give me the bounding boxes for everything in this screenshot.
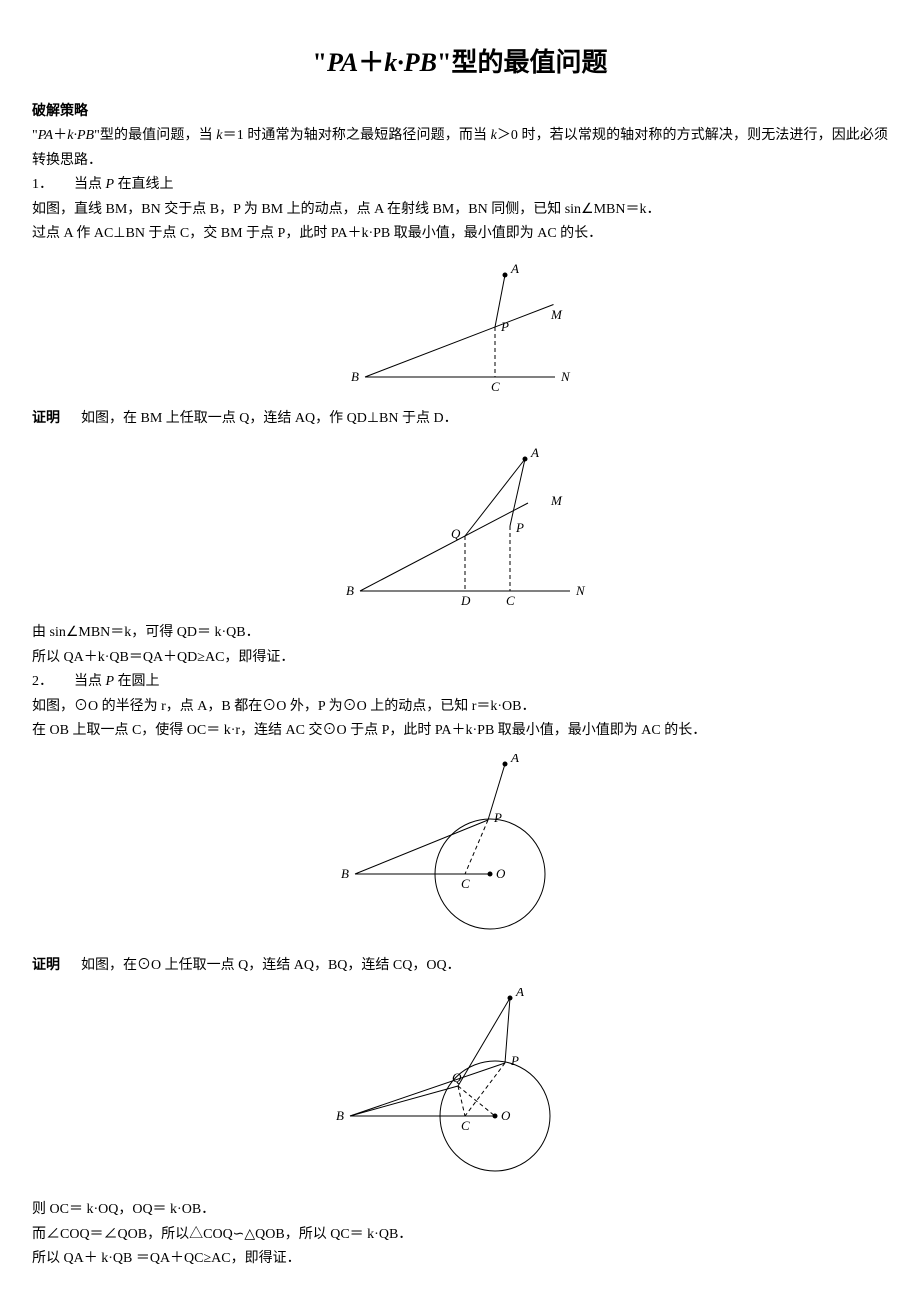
case2-proof-line4: 所以 QA＋ k·QB ＝QA＋QC≥AC，即得证． bbox=[32, 1247, 888, 1272]
title-part: PA bbox=[327, 48, 358, 77]
proof-label: 证明 bbox=[32, 411, 60, 426]
case1-proof: 证明 如图，在 BM 上任取一点 Q，连结 AQ，作 QD⊥BN 于点 D． bbox=[32, 407, 888, 432]
svg-text:B: B bbox=[336, 1108, 344, 1123]
case2-proof: 证明 如图，在⊙O 上任取一点 Q，连结 AQ，BQ，连结 CQ，OQ． bbox=[32, 954, 888, 979]
svg-text:B: B bbox=[341, 866, 349, 881]
case1-line2: 过点 A 作 AC⊥BN 于点 C，交 BM 于点 P，此时 PA＋k·PB 取… bbox=[32, 222, 888, 247]
text: 如图，在⊙O 上任取一点 Q，连结 AQ，BQ，连结 CQ，OQ． bbox=[81, 958, 461, 973]
svg-text:C: C bbox=[506, 593, 515, 608]
svg-text:A: A bbox=[530, 445, 539, 460]
svg-text:C: C bbox=[461, 876, 470, 891]
text: k·PB bbox=[67, 128, 94, 143]
title-part: "型的最值问题 bbox=[437, 48, 607, 77]
case2-line1: 如图，⊙O 的半径为 r，点 A，B 都在⊙O 外，P 为⊙O 上的动点，已知 … bbox=[32, 695, 888, 720]
figure-2: A M P Q B D C N bbox=[330, 441, 590, 611]
text: ＝1 时通常为轴对称之最短路径问题，而当 bbox=[223, 128, 491, 143]
svg-text:C: C bbox=[491, 379, 500, 394]
figure-4: A P Q B C O bbox=[330, 988, 590, 1188]
case1-line1: 如图，直线 BM，BN 交于点 B，P 为 BM 上的动点，点 A 在射线 BM… bbox=[32, 198, 888, 223]
svg-text:O: O bbox=[501, 1108, 511, 1123]
case1-proof-line2: 由 sin∠MBN＝k，可得 QD＝ k·QB． bbox=[32, 621, 888, 646]
case1-proof-line3: 所以 QA＋k·QB＝QA＋QD≥AC，即得证． bbox=[32, 646, 888, 671]
svg-text:B: B bbox=[351, 369, 359, 384]
text: 在直线上 bbox=[114, 177, 174, 192]
text: P bbox=[106, 674, 115, 689]
svg-text:B: B bbox=[346, 583, 354, 598]
proof-label: 证明 bbox=[32, 958, 60, 973]
text: 1． bbox=[32, 177, 53, 192]
figure-1: A M P B C N bbox=[335, 257, 585, 397]
text: PA bbox=[38, 128, 53, 143]
svg-text:P: P bbox=[493, 810, 502, 825]
text: ＋ bbox=[53, 128, 67, 143]
svg-text:Q: Q bbox=[451, 526, 461, 541]
svg-text:N: N bbox=[560, 369, 571, 384]
svg-text:Q: Q bbox=[452, 1070, 462, 1085]
case2-line2: 在 OB 上取一点 C，使得 OC＝ k·r，连结 AC 交⊙O 于点 P，此时… bbox=[32, 719, 888, 744]
svg-text:P: P bbox=[500, 319, 509, 334]
svg-text:P: P bbox=[510, 1053, 519, 1068]
svg-text:P: P bbox=[515, 520, 524, 535]
text: "型的最值问题，当 bbox=[94, 128, 216, 143]
case2-proof-line3: 而∠COQ＝∠QOB，所以△COQ∽△QOB，所以 QC＝ k·QB． bbox=[32, 1223, 888, 1248]
svg-text:M: M bbox=[550, 493, 563, 508]
intro-paragraph: "PA＋k·PB"型的最值问题，当 k＝1 时通常为轴对称之最短路径问题，而当 … bbox=[32, 124, 888, 173]
page-title: "PA＋k·PB"型的最值问题 bbox=[32, 40, 888, 86]
text: 在圆上 bbox=[114, 674, 160, 689]
section-heading: 破解策略 bbox=[32, 104, 88, 119]
figure-3: A P B C O bbox=[330, 754, 590, 944]
case2-heading: 2． 当点 P 在圆上 bbox=[32, 670, 888, 695]
text: 当点 bbox=[74, 177, 106, 192]
svg-text:N: N bbox=[575, 583, 586, 598]
svg-text:A: A bbox=[510, 754, 519, 765]
text: P bbox=[106, 177, 115, 192]
text: 2． bbox=[32, 674, 53, 689]
text: 如图，在 BM 上任取一点 Q，连结 AQ，作 QD⊥BN 于点 D． bbox=[81, 411, 458, 426]
title-part: " bbox=[313, 48, 327, 77]
text: 当点 bbox=[74, 674, 106, 689]
svg-text:A: A bbox=[510, 261, 519, 276]
svg-text:O: O bbox=[496, 866, 506, 881]
svg-text:A: A bbox=[515, 988, 524, 999]
case2-proof-line2: 则 OC＝ k·OQ，OQ＝ k·OB． bbox=[32, 1198, 888, 1223]
title-part: ＋ bbox=[358, 48, 384, 77]
svg-text:D: D bbox=[460, 593, 471, 608]
svg-text:C: C bbox=[461, 1118, 470, 1133]
title-part: k·PB bbox=[384, 48, 437, 77]
svg-text:M: M bbox=[550, 307, 563, 322]
case1-heading: 1． 当点 P 在直线上 bbox=[32, 173, 888, 198]
